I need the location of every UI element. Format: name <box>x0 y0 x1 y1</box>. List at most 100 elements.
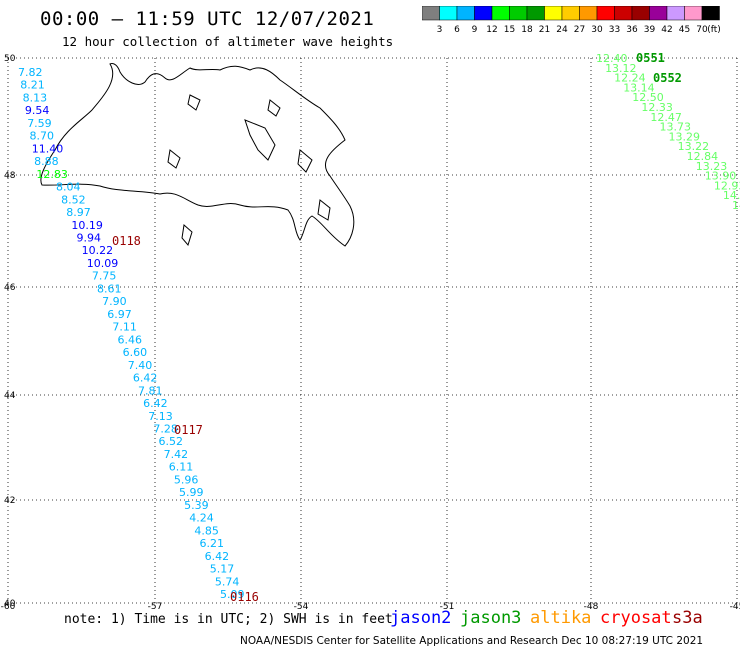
colorbar-tick-label: 15 <box>504 25 515 35</box>
satellite-label-s3a: s3a <box>672 608 703 628</box>
wave-height-value: 6.21 <box>200 537 225 550</box>
wave-height-value: 7.42 <box>164 448 189 461</box>
colorbar-tick-label: 42 <box>661 25 672 35</box>
pass-time-label: 0551 <box>636 51 665 65</box>
colorbar: 3 6 9 12 15 18 21 24 27 30 33 36 39 42 45 70 (ft) <box>422 6 721 35</box>
lat-label: 40 <box>4 599 16 609</box>
lon-label: -54 <box>294 602 309 610</box>
wave-height-value: 8.52 <box>61 193 86 206</box>
wave-height-value: 11.40 <box>32 142 64 155</box>
colorbar-tick-label: 33 <box>609 25 620 35</box>
lon-label: -57 <box>148 602 163 610</box>
wave-height-value: 7.90 <box>102 295 127 308</box>
longitude-labels: -60 -57 -54 -51 -48 -45 <box>1 602 740 610</box>
wave-height-value: 7.11 <box>112 321 137 334</box>
colorbar-tick-label: 39 <box>644 25 656 35</box>
wave-height-value: 13.73 <box>659 121 691 134</box>
colorbar-tick-label: 70 <box>696 25 708 35</box>
wave-height-value: 8.13 <box>23 91 47 104</box>
east-satellite-track: 12.4013.1212.2413.1412.5012.3312.4713.73… <box>596 51 740 212</box>
wave-height-value: 4.24 <box>189 512 214 525</box>
wave-height-value: 10.22 <box>82 244 114 257</box>
lat-label: 42 <box>4 496 15 506</box>
colorbar-tick-label: 36 <box>626 25 638 35</box>
footer-note: note: 1) Time is in UTC; 2) SWH is in fe… <box>64 612 393 627</box>
wave-height-value: 13.29 <box>669 130 701 143</box>
wave-height-map: 50 48 46 44 42 40 -60 -57 -54 -51 -48 -45 7.828.21… <box>1 51 740 610</box>
wave-height-value: 13.23 <box>696 160 728 173</box>
wave-height-value: 6.11 <box>169 461 194 474</box>
wave-height-value: 4.85 <box>194 524 219 537</box>
wave-height-value: 9.54 <box>25 104 50 117</box>
wave-height-value: 7.59 <box>27 117 52 130</box>
colorbar-tick-label: 12 <box>486 25 497 35</box>
lon-label: -60 <box>1 602 16 610</box>
newfoundland-coastline <box>40 63 355 247</box>
wave-height-value: 12.50 <box>632 91 664 104</box>
wave-height-value: 8.97 <box>66 206 91 219</box>
pass-time-label: 0116 <box>230 590 259 604</box>
wave-height-value: 13.12 <box>605 62 637 75</box>
wave-height-value: 14.0 <box>723 189 740 202</box>
wave-height-value: 12.47 <box>650 111 682 124</box>
wave-height-value: 12.84 <box>687 150 719 163</box>
wave-height-value: 6.42 <box>205 550 230 563</box>
map-subtitle: 12 hour collection of altimeter wave hei… <box>62 34 394 49</box>
wave-height-value: 7.40 <box>128 359 153 372</box>
colorbar-tick-label: 3 <box>437 25 443 35</box>
west-satellite-track: 7.828.218.139.547.598.7011.408.8812.838.… <box>18 66 259 604</box>
wave-height-value: 5.39 <box>184 499 209 512</box>
wave-height-value: 5.99 <box>179 486 204 499</box>
wave-height-value: 7.13 <box>148 410 173 423</box>
wave-height-value: 7.82 <box>18 66 43 79</box>
wave-height-value: 9.94 <box>77 232 102 245</box>
colorbar-unit-label: (ft) <box>707 25 721 35</box>
wave-height-value: 6.42 <box>143 397 168 410</box>
credit-line: NOAA/NESDIS Center for Satellite Applica… <box>240 635 704 647</box>
colorbar-tick-label: 45 <box>679 25 690 35</box>
wave-height-value: 12.83 <box>36 168 68 181</box>
colorbar-tick-label: 30 <box>591 25 603 35</box>
wave-height-value: 14 <box>732 199 740 212</box>
wave-height-value: 8.21 <box>20 79 45 92</box>
satellite-label-altika: altika <box>530 608 592 628</box>
wave-height-value: 8.70 <box>30 130 55 143</box>
latitude-labels: 50 48 46 44 42 40 <box>4 54 16 609</box>
wave-height-value: 6.97 <box>107 308 132 321</box>
wave-height-value: 8.61 <box>97 282 122 295</box>
wave-height-value: 10.09 <box>87 257 119 270</box>
wave-height-value: 6.46 <box>118 333 143 346</box>
colorbar-tick-label: 21 <box>539 25 550 35</box>
pass-time-label: 0117 <box>174 423 203 437</box>
lon-label: -51 <box>440 602 455 610</box>
wave-height-value: 7.75 <box>92 270 117 283</box>
wave-height-value: 12.33 <box>641 101 673 114</box>
wave-height-value: 6.60 <box>123 346 148 359</box>
satellite-label-cryosat: cryosat <box>600 608 672 628</box>
wave-height-value: 13.14 <box>623 81 655 94</box>
lon-label: -48 <box>584 602 599 610</box>
lat-label: 50 <box>4 54 16 64</box>
wave-height-value: 7.81 <box>138 384 163 397</box>
wave-height-value: 12.24 <box>614 72 646 85</box>
wave-height-value: 5.96 <box>174 473 199 486</box>
satellite-label-jason3: jason3 <box>460 608 522 628</box>
pass-time-label: 0552 <box>653 71 682 85</box>
lon-label: -45 <box>730 602 740 610</box>
wave-height-value: 5.09 <box>220 588 245 601</box>
colorbar-tick-label: 24 <box>556 25 568 35</box>
lat-label: 48 <box>4 171 16 181</box>
wave-height-value: 5.74 <box>215 575 240 588</box>
wave-height-value: 8.04 <box>56 181 81 194</box>
colorbar-tick-label: 6 <box>454 25 460 35</box>
satellite-label-jason2: jason2 <box>390 608 452 628</box>
wave-height-value: 10.19 <box>71 219 103 232</box>
wave-height-value: 6.52 <box>159 435 184 448</box>
wave-height-value: 7.28 <box>153 422 178 435</box>
lat-label: 46 <box>4 283 16 293</box>
wave-height-value: 13.90 <box>705 170 737 183</box>
wave-height-value: 12.93 <box>714 179 740 192</box>
colorbar-tick-label: 27 <box>574 25 585 35</box>
wave-height-value: 13.22 <box>678 140 710 153</box>
colorbar-tick-label: 9 <box>472 25 478 35</box>
